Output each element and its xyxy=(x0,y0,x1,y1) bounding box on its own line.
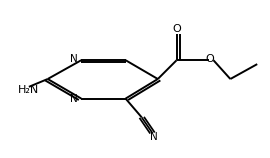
Text: O: O xyxy=(172,24,181,34)
Text: O: O xyxy=(206,54,215,64)
Text: N: N xyxy=(150,132,158,142)
Text: H₂N: H₂N xyxy=(18,85,39,95)
Text: N: N xyxy=(70,94,78,104)
Text: N: N xyxy=(70,54,78,64)
